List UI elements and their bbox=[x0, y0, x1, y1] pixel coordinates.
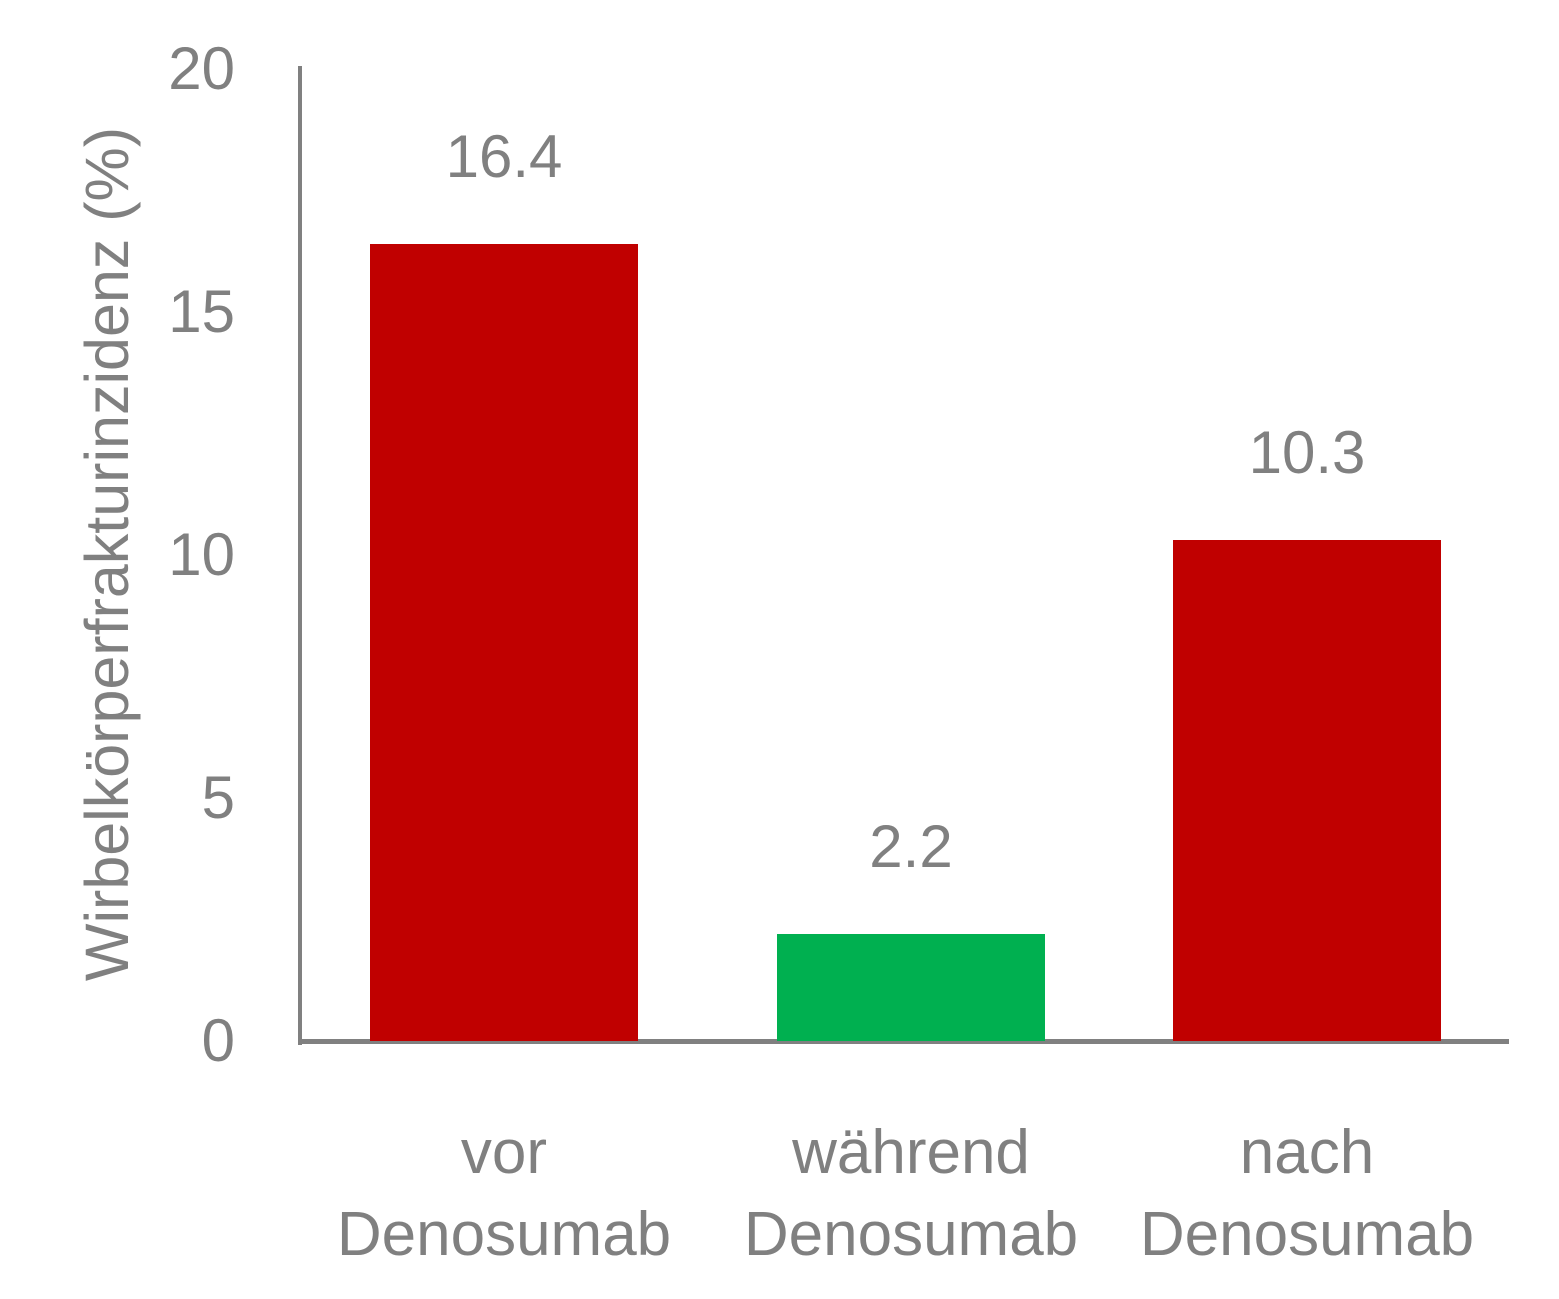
bar-value-label: 16.4 bbox=[445, 122, 563, 190]
category-label: während Denosumab bbox=[743, 1118, 1079, 1269]
category-label: vor Denosumab bbox=[336, 1118, 672, 1269]
y-tick-label: 0 bbox=[201, 1007, 235, 1074]
bar bbox=[777, 934, 1045, 1041]
y-axis-line bbox=[298, 66, 302, 1045]
y-axis-title: Wirbelkörperfrakturinzidenz (%) bbox=[73, 126, 141, 982]
x-axis-line bbox=[298, 1039, 1509, 1044]
bar bbox=[1173, 540, 1441, 1041]
bar-value-label: 10.3 bbox=[1248, 419, 1366, 487]
bar-value-label: 2.2 bbox=[869, 813, 953, 881]
y-tick-label: 15 bbox=[168, 278, 235, 345]
bar bbox=[370, 243, 638, 1041]
y-tick-label: 5 bbox=[201, 764, 235, 831]
y-tick-label: 10 bbox=[168, 521, 235, 588]
category-label: nach Denosumab bbox=[1139, 1118, 1475, 1269]
y-tick-label: 20 bbox=[168, 35, 235, 102]
